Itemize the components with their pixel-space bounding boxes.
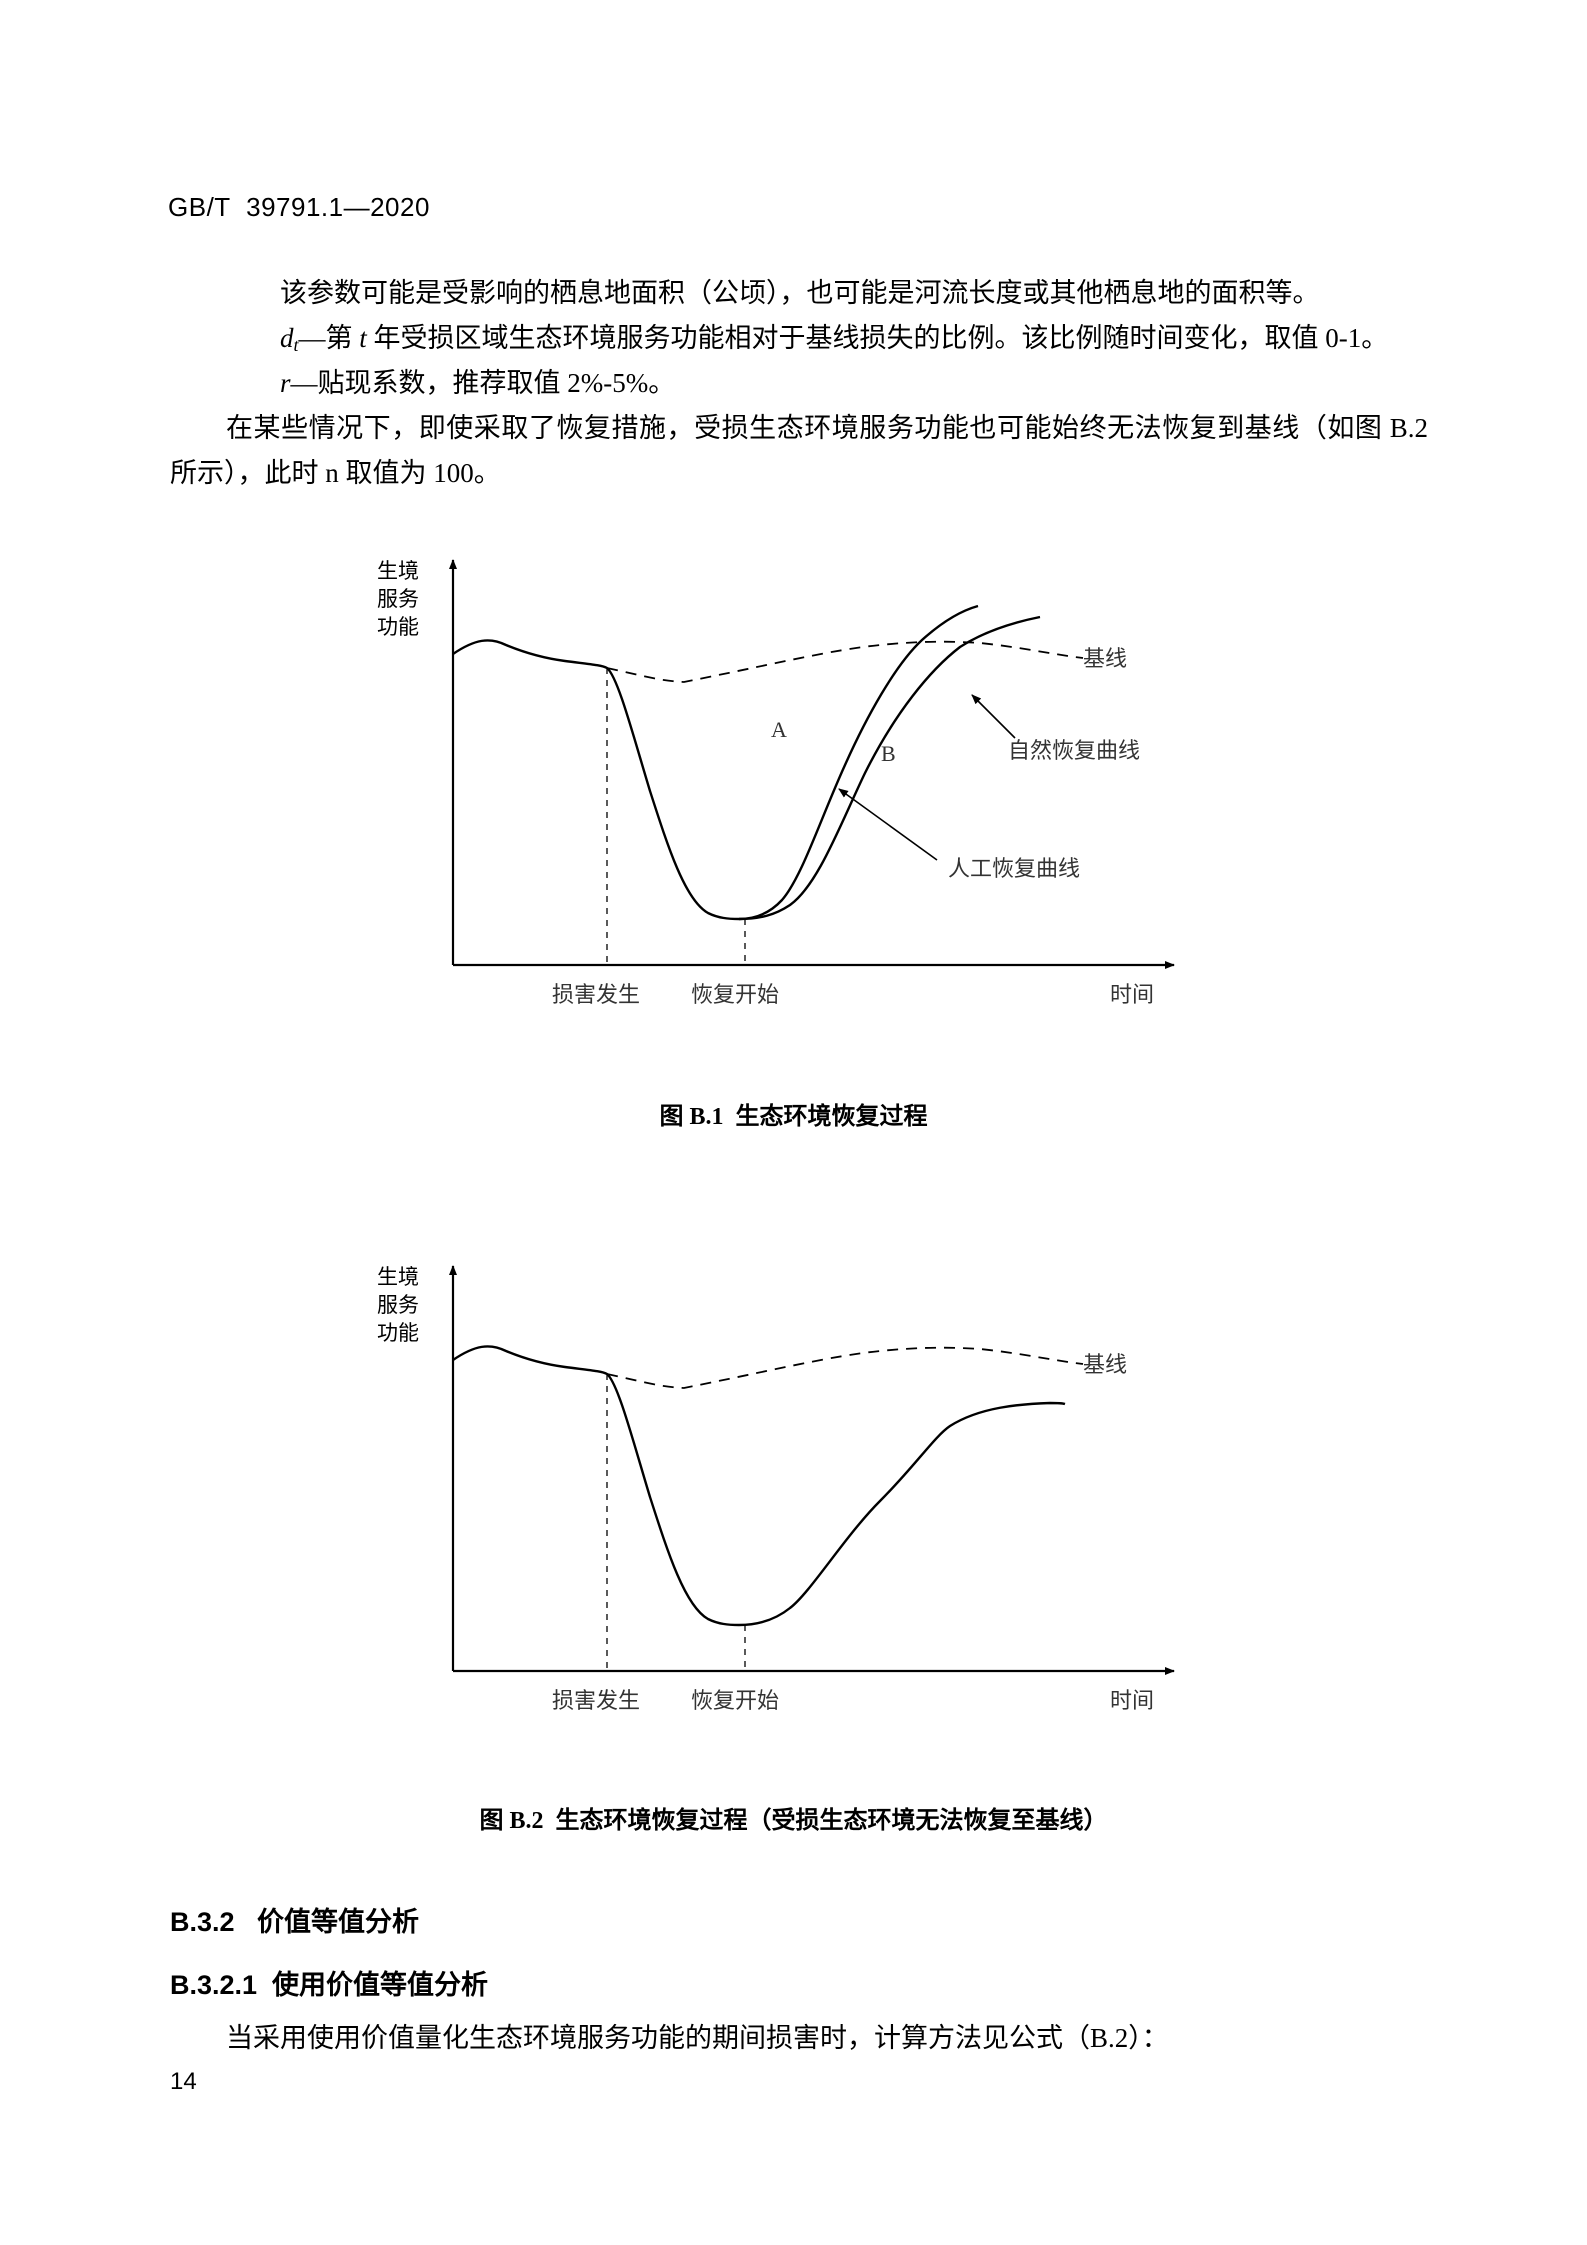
svg-text:服务: 服务 [377, 587, 419, 611]
svg-text:恢复开始: 恢复开始 [691, 1688, 779, 1713]
svg-text:生境: 生境 [377, 1265, 419, 1289]
svg-text:基线: 基线 [1083, 1352, 1127, 1377]
svg-text:B: B [881, 741, 896, 766]
svg-text:服务: 服务 [377, 1293, 419, 1317]
svg-text:基线: 基线 [1083, 646, 1127, 671]
svg-text:损害发生: 损害发生 [552, 982, 640, 1007]
svg-text:功能: 功能 [377, 615, 419, 639]
svg-text:生境: 生境 [377, 559, 419, 583]
svg-text:人工恢复曲线: 人工恢复曲线 [948, 856, 1080, 881]
svg-text:自然恢复曲线: 自然恢复曲线 [1008, 738, 1140, 763]
svg-text:功能: 功能 [377, 1321, 419, 1345]
svg-text:时间: 时间 [1110, 1688, 1154, 1713]
svg-text:时间: 时间 [1110, 982, 1154, 1007]
svg-text:A: A [771, 717, 787, 742]
svg-text:损害发生: 损害发生 [552, 1688, 640, 1713]
svg-text:恢复开始: 恢复开始 [691, 982, 779, 1007]
